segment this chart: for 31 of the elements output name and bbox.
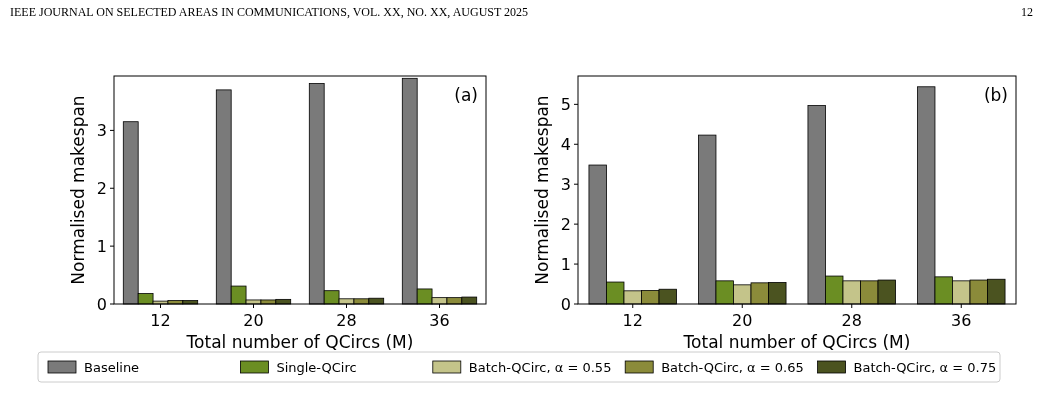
x-tick-label: 36 xyxy=(429,311,450,330)
legend-label: Single-QCirc xyxy=(276,359,357,375)
x-tick-label: 28 xyxy=(841,311,862,330)
y-tick-label: 5 xyxy=(560,94,571,114)
x-tick-label: 12 xyxy=(150,311,171,330)
legend-label: Baseline xyxy=(84,359,140,375)
x-tick-label: 20 xyxy=(732,311,753,330)
legend-label: Batch-QCirc, α = 0.65 xyxy=(661,359,804,375)
legend-label: Batch-QCirc, α = 0.75 xyxy=(853,359,997,375)
x-tick-label: 20 xyxy=(243,311,264,330)
y-tick-label: 1 xyxy=(96,236,107,256)
legend-label: Batch-QCirc, α = 0.55 xyxy=(468,359,612,375)
y-tick-label: 0 xyxy=(560,294,571,314)
y-tick-label: 0 xyxy=(96,294,107,314)
y-axis-title: Normalised makespan xyxy=(532,95,552,285)
annotation: (b) xyxy=(983,85,1008,105)
text: 12 xyxy=(1021,5,1033,19)
x-axis-title: Total number of QCircs (M) xyxy=(185,332,414,352)
y-axis-title: Normalised makespan xyxy=(68,95,88,285)
text: IEEE JOURNAL ON SELECTED AREAS IN COMMUNICATIONS, VOL. XX, NO. XX, AUGUST 2025 xyxy=(10,5,529,19)
y-tick-label: 4 xyxy=(560,134,571,154)
annotation: (a) xyxy=(454,85,478,105)
x-tick-label: 36 xyxy=(951,311,972,330)
y-tick-label: 2 xyxy=(96,178,107,198)
y-tick-label: 3 xyxy=(96,121,107,140)
y-tick-label: 1 xyxy=(560,254,571,274)
x-tick-label: 12 xyxy=(622,311,643,330)
x-tick-label: 28 xyxy=(336,311,357,330)
x-axis-title: Total number of QCircs (M) xyxy=(682,332,911,352)
y-tick-label: 2 xyxy=(560,214,571,234)
y-tick-label: 3 xyxy=(560,174,571,194)
